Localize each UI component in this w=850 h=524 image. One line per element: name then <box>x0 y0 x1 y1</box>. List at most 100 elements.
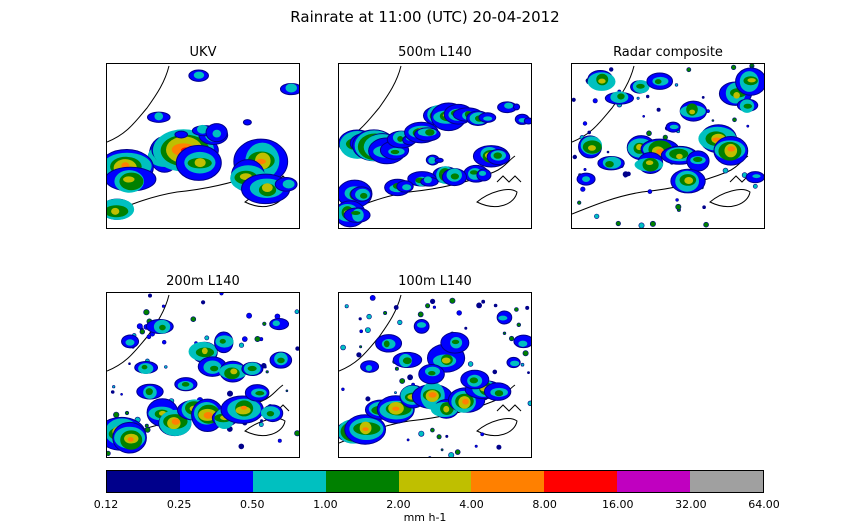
rain-cell <box>576 172 596 186</box>
rain-contour <box>636 83 645 89</box>
rain-speckle <box>364 327 371 333</box>
rain-speckle <box>429 298 436 304</box>
rain-cell <box>375 334 403 353</box>
rain-cell <box>604 91 634 105</box>
rain-contour <box>727 146 736 152</box>
rain-contour <box>201 347 208 355</box>
rain-contour <box>443 405 450 413</box>
rain-cell <box>418 364 445 385</box>
rain-speckle <box>124 410 130 416</box>
rain-cell <box>112 421 147 454</box>
rain-cell <box>486 148 511 166</box>
rain-cell <box>269 317 290 331</box>
rain-speckle <box>107 450 111 456</box>
rain-speckle <box>394 391 397 395</box>
colorbar-tick-label: 0.50 <box>239 498 265 511</box>
rain-speckle <box>752 183 758 189</box>
rain-contour <box>360 192 368 199</box>
rain-contour <box>693 156 703 163</box>
rain-contour <box>383 340 390 348</box>
colorbar-label: mm h-1 <box>403 511 447 524</box>
rain-cell <box>344 414 387 445</box>
rain-contour <box>219 338 226 344</box>
rain-map <box>572 64 764 228</box>
rain-cell <box>434 157 444 163</box>
rain-speckle <box>204 335 210 341</box>
rain-speckle <box>577 200 582 205</box>
rain-cell <box>134 361 159 374</box>
rain-speckle <box>527 371 530 375</box>
rain-cell <box>665 121 681 133</box>
rain-speckle <box>294 430 299 437</box>
rain-speckle <box>647 189 653 194</box>
rain-cell <box>578 135 603 159</box>
rain-contour <box>235 406 251 415</box>
rain-cell <box>174 130 189 139</box>
rain-cell <box>392 351 423 369</box>
colorbar-segment <box>544 471 618 492</box>
rain-contour <box>272 320 280 327</box>
map-panel <box>338 63 532 229</box>
rain-cell <box>191 398 224 432</box>
rain-cell <box>713 136 749 166</box>
rain-contour <box>402 357 412 365</box>
rain-cell <box>269 351 293 369</box>
figure-title: Rainrate at 11:00 (UTC) 20-04-2012 <box>290 8 560 26</box>
island <box>709 189 751 207</box>
rain-speckle <box>358 317 362 321</box>
rain-contour <box>689 109 696 115</box>
rain-speckle <box>136 323 143 330</box>
rain-speckle <box>572 97 576 102</box>
rain-contour <box>123 176 135 183</box>
rain-speckle <box>722 167 729 174</box>
rain-contour <box>125 339 135 346</box>
rain-speckle <box>456 310 462 316</box>
colorbar-segment <box>107 471 180 492</box>
colorbar-tick-label: 2.00 <box>386 498 411 511</box>
rain-contour <box>174 130 189 139</box>
colorbar-segment <box>617 471 691 492</box>
rain-cell <box>343 207 371 223</box>
rain-contour <box>498 315 508 321</box>
rain-speckle <box>703 221 709 228</box>
colorbar-tick-label: 1.00 <box>313 498 338 511</box>
colorbar-segment <box>471 471 545 492</box>
rain-cell <box>411 381 453 410</box>
rain-speckle <box>219 293 224 296</box>
rain-contour <box>145 388 153 396</box>
rain-cell <box>587 69 616 91</box>
rain-speckle <box>295 346 299 351</box>
rain-contour <box>390 149 400 155</box>
rain-speckle <box>638 222 645 228</box>
rain-contour <box>747 78 756 83</box>
rain-speckle <box>464 326 468 330</box>
rain-contour <box>494 390 504 397</box>
rain-contour <box>365 365 373 372</box>
rain-speckle <box>606 150 610 154</box>
rain-contour <box>197 124 209 134</box>
rain-contour <box>212 129 222 138</box>
map-panel <box>338 292 532 458</box>
colorbar-segment <box>179 471 253 492</box>
rain-speckle <box>646 130 652 137</box>
rain-contour <box>617 93 625 100</box>
rain-speckle <box>164 365 168 369</box>
rain-cell <box>350 186 373 202</box>
rain-speckle <box>254 335 261 342</box>
rain-cell <box>506 356 521 369</box>
rain-speckle <box>448 452 455 457</box>
rain-cell <box>241 361 264 377</box>
rain-cell <box>736 98 759 113</box>
rain-speckle <box>514 307 519 312</box>
subplot-title: 200m L140 <box>166 274 240 289</box>
colorbar-segment <box>325 471 399 492</box>
colorbar-segment <box>398 471 472 492</box>
rain-speckle <box>674 83 679 87</box>
rain-cell <box>483 382 512 401</box>
rain-contour <box>654 79 662 85</box>
rain-contour <box>669 124 679 130</box>
rain-cell <box>513 334 531 349</box>
rain-cell <box>414 127 441 142</box>
rain-speckle <box>587 130 592 135</box>
rain-speckle <box>572 154 577 160</box>
